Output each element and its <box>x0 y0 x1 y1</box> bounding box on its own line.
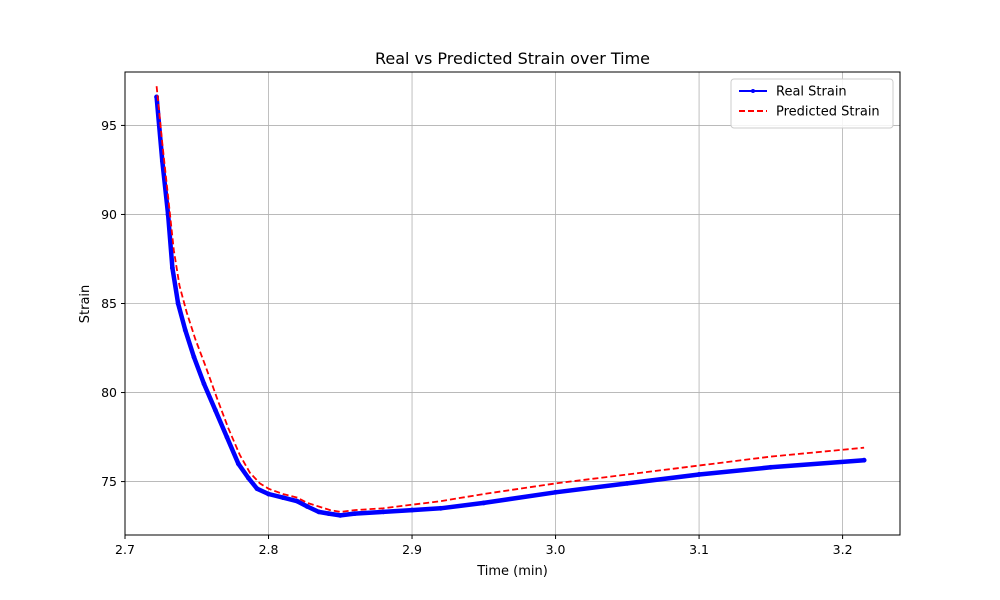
real-strain-point <box>337 513 343 518</box>
real-strain-point <box>235 461 241 467</box>
x-tick-label: 3.1 <box>689 542 709 557</box>
y-tick-label: 95 <box>101 118 117 133</box>
x-tick-label: 2.7 <box>115 542 135 557</box>
real-strain-point <box>294 498 300 504</box>
real-strain-point <box>246 475 251 481</box>
real-strain-point <box>175 301 181 306</box>
legend-box <box>730 78 894 129</box>
legend-real-label: Real Strain <box>776 85 847 100</box>
real-strain-point <box>380 509 386 515</box>
real-strain-point <box>213 407 218 413</box>
real-strain-point <box>316 509 322 515</box>
real-strain-point <box>768 464 774 470</box>
legend-predicted-label: Predicted Strain <box>776 105 880 120</box>
real-strain-line <box>154 94 867 518</box>
real-strain-point <box>326 511 332 517</box>
real-strain-point <box>553 489 558 495</box>
real-strain-point <box>191 354 197 360</box>
x-tick-label: 3.2 <box>833 542 853 557</box>
real-strain-point <box>266 491 271 497</box>
predicted-strain-line <box>155 86 865 513</box>
real-strain-point <box>624 480 630 486</box>
axis-ticks: 2.7 2.8 2.9 3.0 3.1 3.2 75 80 85 90 95 <box>101 118 852 557</box>
real-strain-point <box>438 505 444 511</box>
y-tick-label: 90 <box>101 207 117 222</box>
real-strain-point <box>201 381 207 387</box>
real-strain-point <box>861 457 867 463</box>
real-strain-point <box>254 486 260 492</box>
real-strain-point <box>304 504 310 509</box>
chart-title: Real vs Predicted Strain over Time <box>375 49 650 68</box>
y-tick-label: 80 <box>101 385 117 400</box>
x-tick-label: 2.9 <box>402 542 422 557</box>
real-strain-point <box>409 507 415 513</box>
real-strain-point <box>280 495 286 501</box>
legend-real-marker <box>751 89 755 93</box>
real-strain-point <box>352 511 358 517</box>
y-tick-label: 85 <box>101 296 117 311</box>
x-tick-label: 3.0 <box>546 542 566 557</box>
x-axis-label: Time (min) <box>476 564 548 579</box>
legend: Real Strain Predicted Strain <box>730 78 894 129</box>
real-strain-point <box>224 434 230 440</box>
y-tick-label: 75 <box>101 474 117 489</box>
y-axis-label: Strain <box>78 285 93 324</box>
real-strain-point <box>696 472 702 477</box>
real-strain-point <box>169 265 175 271</box>
real-strain-point <box>182 327 188 333</box>
real-strain-point <box>481 500 487 506</box>
x-tick-label: 2.8 <box>259 542 279 557</box>
series-group <box>154 86 867 518</box>
